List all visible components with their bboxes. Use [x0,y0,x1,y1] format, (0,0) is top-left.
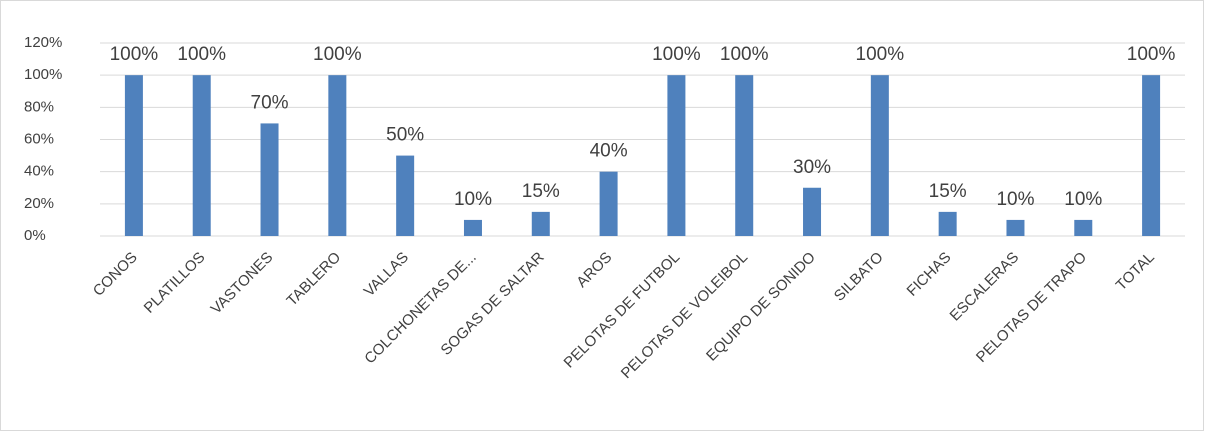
bar [328,75,347,237]
value-label: 30% [793,157,831,178]
value-label: 100% [177,44,226,65]
y-tick-label: 100% [24,66,62,83]
bar [870,75,889,237]
bar [124,75,143,237]
y-tick-label: 80% [24,98,54,115]
bar [803,187,822,236]
value-label: 100% [720,44,769,65]
bar [938,211,957,236]
y-tick-label: 0% [24,227,46,244]
bar [531,211,550,236]
bar [1142,75,1161,237]
value-label: 70% [251,92,289,113]
bar [260,123,279,236]
bar [1074,219,1093,236]
bar [192,75,211,237]
value-label: 10% [454,189,492,210]
y-tick-label: 120% [24,34,62,51]
y-tick-label: 20% [24,195,54,212]
bar [396,155,415,236]
value-label: 100% [110,44,159,65]
value-label: 100% [1127,44,1176,65]
bar [1006,219,1025,236]
bar [667,75,686,237]
value-label: 50% [386,125,424,146]
value-label: 100% [856,44,905,65]
bar [735,75,754,237]
y-tick-label: 60% [24,130,54,147]
bar [463,219,482,236]
y-tick-label: 40% [24,163,54,180]
value-label: 100% [652,44,701,65]
value-label: 100% [313,44,362,65]
bar [599,171,618,236]
value-label: 15% [522,181,560,202]
value-label: 15% [929,181,967,202]
value-label: 10% [1064,189,1102,210]
value-label: 40% [590,141,628,162]
value-label: 10% [996,189,1034,210]
